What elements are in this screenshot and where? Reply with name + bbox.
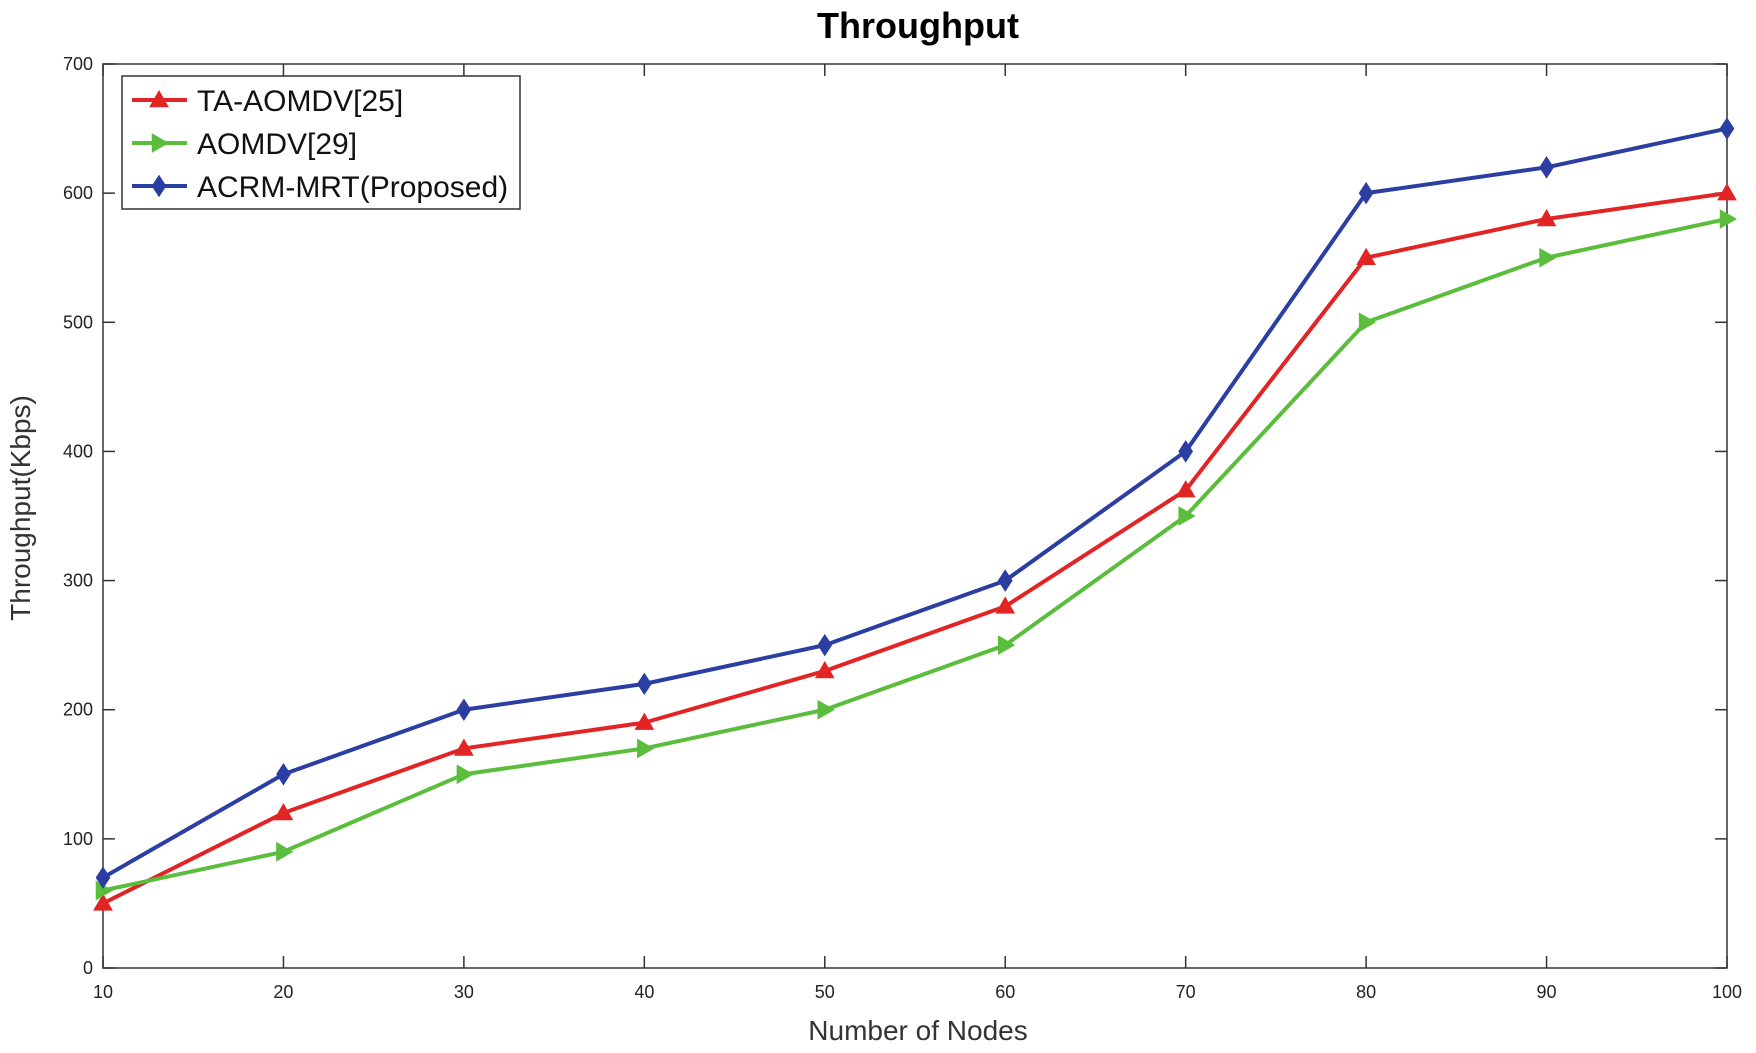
x-tick-label: 20 [273, 982, 293, 1002]
chart-title: Throughput [817, 5, 1019, 46]
data-point [636, 672, 652, 696]
plot-area-border [102, 63, 1728, 969]
y-tick-label: 500 [63, 312, 93, 332]
series-aomdv-29- [95, 209, 1738, 901]
data-point [276, 763, 291, 786]
data-point [1178, 440, 1194, 463]
y-axis: 0 100 200 300 400 500 600 700 [63, 54, 1727, 978]
data-point [1178, 506, 1196, 526]
series-acrm-mrt-proposed- [95, 117, 1735, 889]
legend: TA-AOMDV[25] AOMDV[29] ACRM-MRT(Proposed) [121, 75, 521, 210]
data-point [456, 764, 474, 785]
data-point [1358, 312, 1377, 333]
series-layer [93, 117, 1738, 911]
data-point [634, 712, 655, 730]
x-tick-label: 30 [454, 982, 474, 1002]
data-point [1536, 208, 1557, 227]
data-point [1356, 247, 1376, 265]
data-point [814, 660, 835, 679]
data-point [995, 596, 1016, 614]
x-axis-label: Number of Nodes [808, 1015, 1027, 1046]
plot-frame [102, 63, 1728, 969]
data-point [997, 635, 1016, 656]
legend-label: AOMDV[29] [197, 128, 357, 161]
data-point [637, 738, 655, 759]
legend-box [121, 75, 521, 210]
series-line [102, 217, 1728, 893]
data-point [1717, 183, 1737, 201]
y-tick-label: 0 [83, 958, 93, 978]
data-point [93, 893, 113, 911]
series-ta-aomdv-25- [93, 183, 1737, 911]
data-point [1539, 156, 1554, 179]
data-point [456, 698, 472, 721]
data-point [817, 633, 833, 657]
series-line [102, 126, 1728, 880]
data-point [997, 569, 1013, 592]
legend-item: TA-AOMDV[25] [132, 85, 403, 118]
legend-label: TA-AOMDV[25] [197, 85, 403, 118]
y-tick-label: 200 [63, 700, 93, 720]
y-tick-label: 300 [63, 571, 93, 591]
data-point [276, 841, 294, 862]
series-line [102, 191, 1728, 906]
data-point [1719, 117, 1735, 140]
y-axis-label: Throughput(Kbps) [5, 395, 36, 621]
data-point [273, 803, 294, 821]
legend-marker [149, 89, 169, 108]
y-tick-label: 600 [63, 183, 93, 203]
x-tick-label: 10 [93, 982, 113, 1002]
x-tick-label: 70 [1176, 982, 1196, 1002]
y-tick-label: 400 [63, 441, 93, 461]
legend-marker [151, 133, 170, 153]
legend-label: ACRM-MRT(Proposed) [197, 171, 508, 204]
data-point [454, 738, 474, 756]
y-tick-label: 100 [63, 829, 93, 849]
x-tick-label: 60 [995, 982, 1015, 1002]
data-point [1358, 181, 1374, 205]
data-point [1719, 209, 1738, 229]
data-point [1175, 480, 1196, 498]
data-point [95, 866, 111, 889]
legend-item: ACRM-MRT(Proposed) [132, 171, 508, 204]
data-point [817, 699, 835, 720]
x-tick-label: 50 [815, 982, 835, 1002]
legend-item: AOMDV[29] [132, 128, 357, 161]
x-tick-label: 100 [1712, 982, 1742, 1002]
x-tick-label: 80 [1356, 982, 1376, 1002]
data-point [1539, 247, 1557, 268]
x-axis: 10 20 30 40 50 60 70 80 90 100 [93, 64, 1742, 1002]
x-tick-label: 40 [634, 982, 654, 1002]
y-tick-label: 700 [63, 54, 93, 74]
x-tick-label: 90 [1537, 982, 1557, 1002]
legend-marker [151, 174, 167, 198]
